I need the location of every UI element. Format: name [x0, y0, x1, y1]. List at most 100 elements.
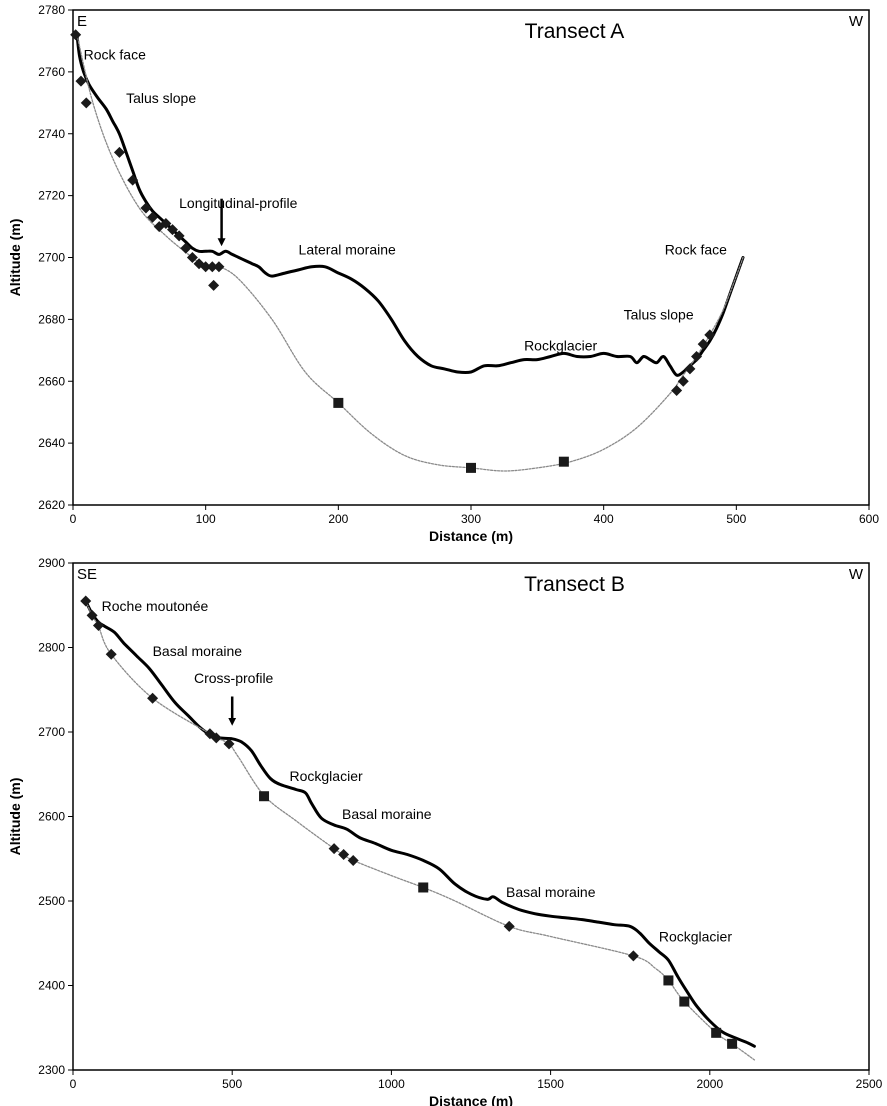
transect-b-square-marker: [679, 996, 690, 1007]
transect-a-diamond-marker: [127, 174, 139, 186]
transect-b-y-tick-label: 2800: [38, 641, 65, 655]
transect-a-diamond-marker: [80, 97, 92, 109]
transect-b-diamond-marker: [147, 692, 159, 704]
transect-a-annotation: Lateral moraine: [299, 241, 396, 257]
transect-a-x-tick-label: 400: [594, 512, 614, 526]
transect-a-x-axis-label: Distance (m): [429, 528, 513, 544]
transect-b-annotation: Rockglacier: [659, 929, 732, 945]
transect-a-plot-frame: [72, 9, 870, 506]
transect-a-y-tick-label: 2640: [38, 436, 65, 450]
transect-b-y-tick-label: 2600: [38, 810, 65, 824]
transect-b-title: Transect B: [524, 573, 625, 596]
transect-a-x-tick-label: 200: [328, 512, 348, 526]
transect-a-x-tick-label: 300: [461, 512, 481, 526]
transect-b-diamond-marker: [347, 854, 359, 866]
transect-a-y-tick-label: 2760: [38, 65, 65, 79]
transect-b-surface-line: [84, 599, 756, 1048]
transect-b-x-tick-label: 0: [70, 1077, 77, 1091]
transect-b-diamond-marker: [210, 732, 222, 744]
transect-b-diamond-marker: [503, 920, 515, 932]
transect-a-square-marker: [333, 397, 344, 408]
transect-b-diamond-marker: [338, 849, 350, 861]
transect-b-square-marker: [663, 975, 674, 986]
transect-a-x-tick-label: 600: [859, 512, 879, 526]
transect-b-direction-right: W: [849, 566, 864, 583]
transect-a-x-tick-label: 0: [70, 512, 77, 526]
transect-a-diamond-marker: [213, 261, 225, 273]
transect-b-square-marker: [711, 1027, 722, 1038]
transect-b-square-marker: [418, 882, 429, 893]
transect-a-diamond-marker: [180, 242, 192, 254]
transect-b-square-marker: [259, 791, 270, 802]
transect-b-plot-frame: [72, 562, 870, 1071]
transect-a-diamond-marker: [677, 375, 689, 387]
transect-b-annotation: Rockglacier: [290, 768, 363, 784]
transect-a-diamond-marker: [140, 202, 152, 214]
transect-b-y-tick-label: 2300: [38, 1063, 65, 1077]
transect-a-title: Transect A: [525, 20, 625, 43]
transect-a-x-tick-label: 500: [726, 512, 746, 526]
transect-a-y-tick-label: 2720: [38, 189, 65, 203]
transect-b-y-tick-label: 2500: [38, 894, 65, 908]
transect-a-diamond-marker: [160, 217, 172, 229]
transect-a-annotation: Talus slope: [126, 90, 196, 106]
transect-a-diamond-marker: [147, 211, 159, 223]
transect-b-annotation: Roche moutonée: [102, 598, 209, 614]
transect-a-diamond-marker: [173, 230, 185, 242]
transect-a-y-tick-label: 2700: [38, 251, 65, 265]
transect-a-annotation: Rock face: [84, 47, 146, 63]
transect-a-diamond-marker: [75, 75, 87, 87]
transect-a-annotation: Rock face: [665, 241, 727, 257]
transect-b-square-marker: [727, 1038, 738, 1049]
transect-b-panel: 0 500 1000 1500 2000 2500 2300 2400 2500 2600 2700…: [7, 556, 883, 1106]
transect-a-diamond-marker: [206, 261, 218, 273]
transect-b-diamond-marker: [105, 648, 117, 660]
transect-a-y-axis-label: Altitude (m): [7, 219, 23, 297]
transect-a-direction-left: E: [77, 13, 87, 30]
transect-a-diamond-marker: [186, 252, 198, 263]
transect-b-x-tick-label: 2500: [856, 1077, 883, 1091]
transect-b-y-axis-label: Altitude (m): [7, 778, 23, 856]
transect-a-annotation: Rockglacier: [524, 337, 597, 353]
transect-a-y-tick-label: 2660: [38, 374, 65, 388]
transect-a-panel: 0 100 200 300 400 500 600 2620 2640 2660 2680 2700 2…: [7, 3, 879, 544]
transect-a-square-marker: [466, 462, 476, 473]
transect-b-diamond-marker: [80, 595, 92, 607]
transect-b-diamond-marker: [92, 620, 104, 632]
transect-a-y-tick-label: 2740: [38, 127, 65, 141]
transect-a-diamond-marker: [208, 279, 220, 291]
transect-b-y-tick-label: 2900: [38, 556, 65, 570]
transect-b-x-tick-label: 500: [222, 1077, 242, 1091]
transect-b-annotation: Basal moraine: [153, 643, 243, 659]
transect-a-diamond-marker: [671, 385, 683, 397]
transect-a-diamond-marker: [200, 261, 212, 273]
transect-a-annotation: Longitudinal-profile: [179, 195, 298, 211]
transect-b-x-tick-label: 1000: [378, 1077, 405, 1091]
transect-a-diamond-marker: [704, 329, 716, 341]
transect-a-diamond-marker: [167, 224, 178, 236]
transect-b-annotation: Cross-profile: [194, 670, 274, 686]
transect-a-y-tick-label: 2780: [38, 3, 65, 17]
transect-b-y-tick-label: 2700: [38, 725, 65, 739]
transect-b-x-tick-label: 1500: [537, 1077, 564, 1091]
transect-b-diamond-marker: [86, 609, 98, 621]
transect-a-x-tick-label: 100: [196, 512, 216, 526]
transect-b-annotation: Basal moraine: [506, 884, 596, 900]
transect-a-square-marker: [558, 456, 569, 467]
transect-b-y-tick-label: 2400: [38, 979, 65, 993]
transect-a-y-tick-label: 2680: [38, 312, 65, 326]
transect-b-annotation: Basal moraine: [342, 806, 432, 822]
transect-a-y-tick-label: 2620: [38, 498, 65, 512]
transect-b-x-tick-label: 2000: [696, 1077, 723, 1091]
transect-a-diamond-marker: [70, 29, 82, 41]
transect-b-diamond-marker: [328, 843, 340, 855]
transect-a-direction-right: W: [849, 13, 864, 30]
transect-a-annotation: Talus slope: [624, 306, 694, 322]
transect-a-diamond-marker: [684, 363, 696, 375]
transect-b-x-axis-label: Distance (m): [429, 1093, 513, 1106]
transect-b-diamond-marker: [627, 950, 639, 962]
transect-b-diamond-marker: [223, 738, 235, 750]
transect-a-diamond-marker: [113, 146, 125, 158]
transect-a-diamond-marker: [691, 351, 703, 362]
